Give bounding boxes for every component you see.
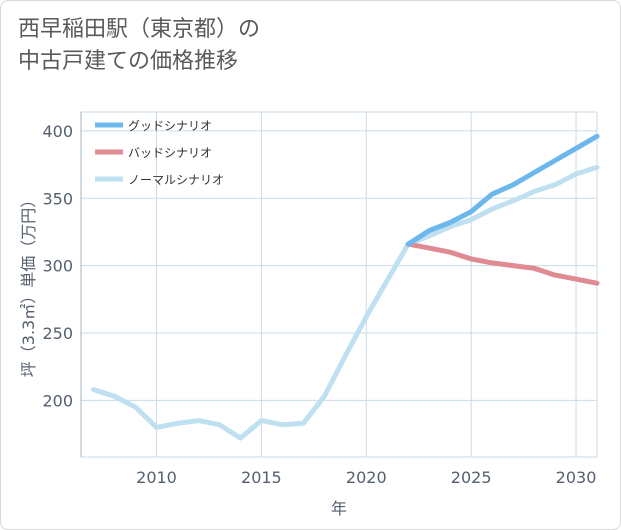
y-tick-label: 300: [42, 257, 73, 276]
grid: [81, 112, 597, 457]
x-tick-label: 2015: [241, 468, 282, 487]
y-tick-label: 200: [42, 391, 73, 410]
x-tick-label: 2010: [136, 468, 177, 487]
tick-labels: 2010 2015 2020 2025 2030 200 250 300 350 400: [42, 122, 596, 487]
plot-area: [80, 111, 598, 458]
title-line-2: 中古戸建ての価格推移: [18, 49, 239, 74]
y-tick-label: 400: [42, 122, 73, 141]
series-line-2: [91, 164, 600, 441]
y-tick-label: 350: [42, 189, 73, 208]
y-axis-label: 坪（3.3㎡）単価（万円）: [19, 192, 38, 377]
chart-title: 西早稲田駅（東京都）の 中古戸建ての価格推移: [18, 14, 260, 78]
x-tick-label: 2020: [346, 468, 387, 487]
series-line-1: [405, 241, 600, 286]
title-line-1: 西早稲田駅（東京都）の: [18, 17, 261, 42]
y-tick-label: 250: [42, 324, 73, 343]
series-group: [91, 133, 600, 441]
legend-label-2: ノーマルシナリオ: [128, 173, 224, 187]
legend-label-0: グッドシナリオ: [128, 119, 212, 133]
x-axis-label: 年: [331, 499, 347, 518]
legend-label-1: バッドシナリオ: [128, 146, 212, 160]
x-tick-label: 2030: [556, 468, 597, 487]
x-tick-label: 2025: [451, 468, 492, 487]
axes: [80, 111, 598, 458]
series-line-0: [405, 133, 600, 247]
